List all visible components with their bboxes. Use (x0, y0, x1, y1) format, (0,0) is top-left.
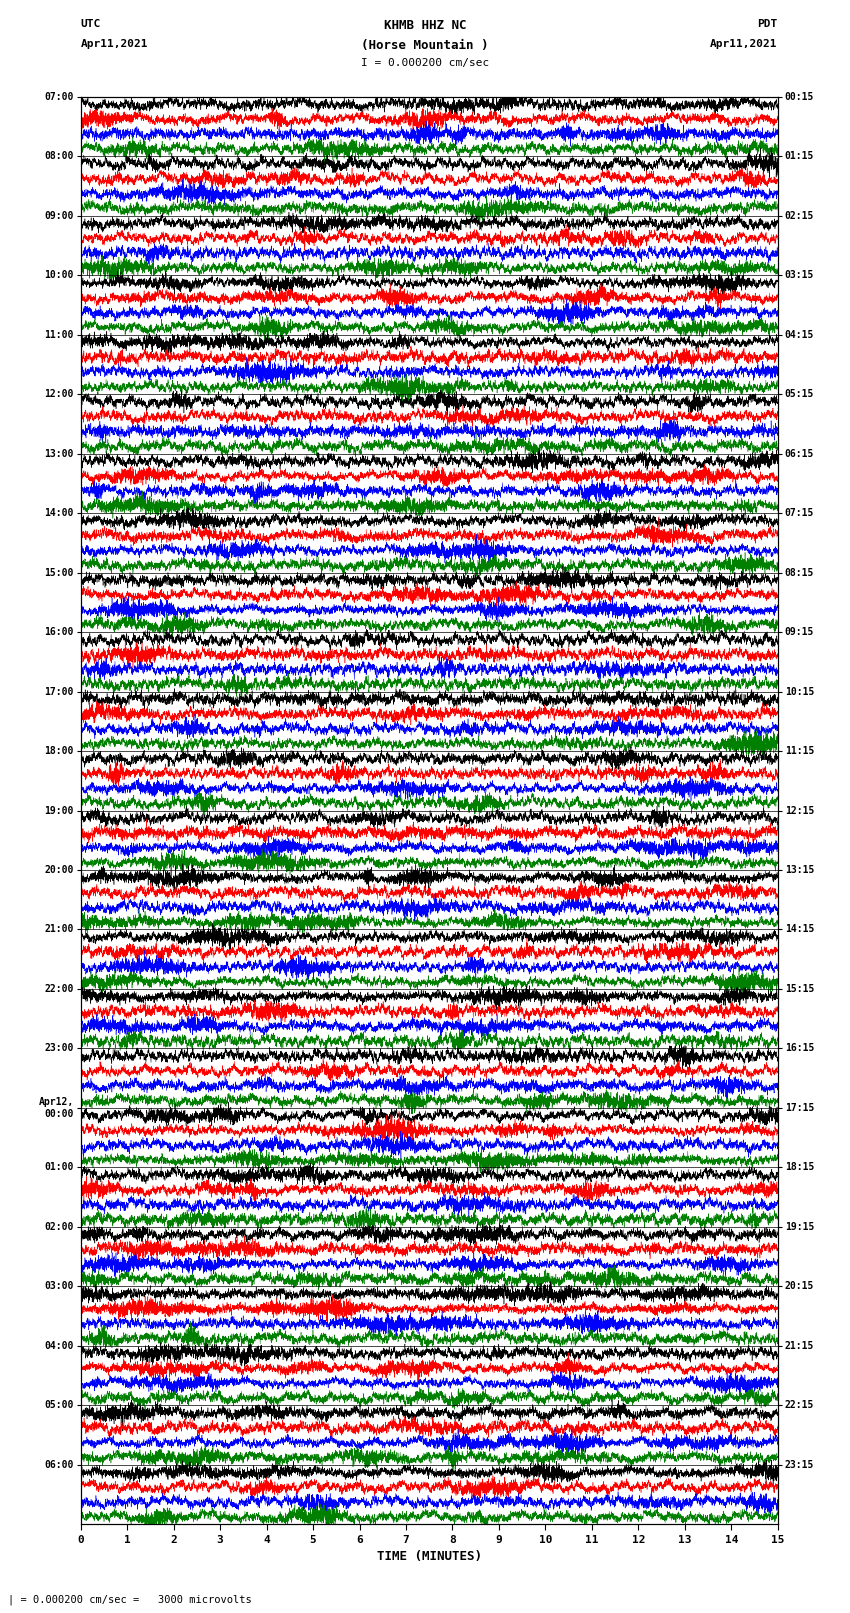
Text: KHMB HHZ NC: KHMB HHZ NC (383, 19, 467, 32)
Text: (Horse Mountain ): (Horse Mountain ) (361, 39, 489, 52)
Text: PDT: PDT (757, 19, 778, 29)
Text: Apr11,2021: Apr11,2021 (81, 39, 148, 48)
Text: Apr11,2021: Apr11,2021 (711, 39, 778, 48)
Text: | = 0.000200 cm/sec =   3000 microvolts: | = 0.000200 cm/sec = 3000 microvolts (8, 1594, 252, 1605)
Text: I = 0.000200 cm/sec: I = 0.000200 cm/sec (361, 58, 489, 68)
X-axis label: TIME (MINUTES): TIME (MINUTES) (377, 1550, 482, 1563)
Text: UTC: UTC (81, 19, 101, 29)
